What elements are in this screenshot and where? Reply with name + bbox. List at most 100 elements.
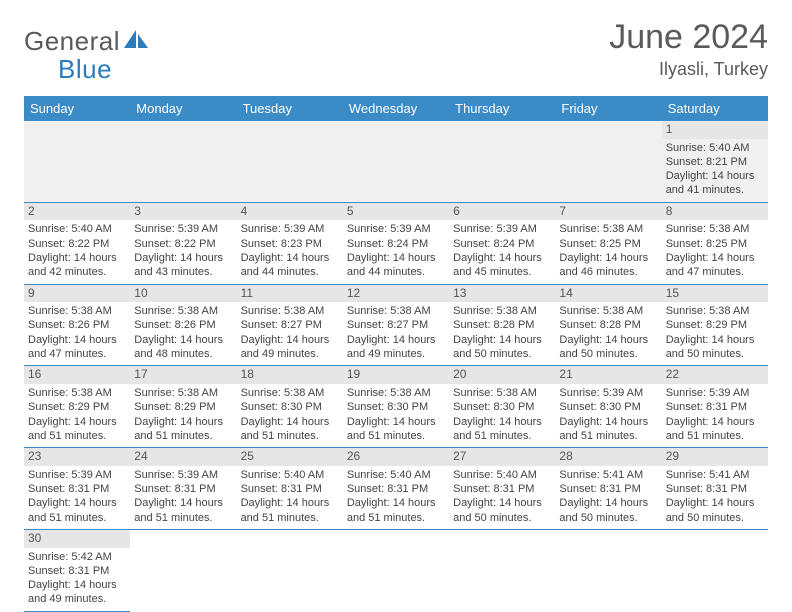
day-number: 29 <box>662 448 768 466</box>
daylight-text: Daylight: 14 hours and 49 minutes. <box>347 333 445 362</box>
sunset-text: Sunset: 8:26 PM <box>134 318 232 332</box>
sunrise-text: Sunrise: 5:38 AM <box>134 386 232 400</box>
sunset-text: Sunset: 8:25 PM <box>666 237 764 251</box>
daylight-text: Daylight: 14 hours and 49 minutes. <box>28 578 126 607</box>
daylight-text: Daylight: 14 hours and 45 minutes. <box>453 251 551 280</box>
sunset-text: Sunset: 8:29 PM <box>666 318 764 332</box>
day-number: 8 <box>662 203 768 221</box>
sunset-text: Sunset: 8:26 PM <box>28 318 126 332</box>
month-title: June 2024 <box>609 18 768 57</box>
empty-cell <box>449 121 555 202</box>
daylight-text: Daylight: 14 hours and 50 minutes. <box>453 496 551 525</box>
daylight-text: Daylight: 14 hours and 44 minutes. <box>241 251 339 280</box>
sunset-text: Sunset: 8:29 PM <box>28 400 126 414</box>
day-cell: 26Sunrise: 5:40 AMSunset: 8:31 PMDayligh… <box>343 448 449 530</box>
daylight-text: Daylight: 14 hours and 51 minutes. <box>28 415 126 444</box>
day-cell: 3Sunrise: 5:39 AMSunset: 8:22 PMDaylight… <box>130 202 236 284</box>
sunrise-text: Sunrise: 5:38 AM <box>241 304 339 318</box>
day-cell: 25Sunrise: 5:40 AMSunset: 8:31 PMDayligh… <box>237 448 343 530</box>
day-cell: 2Sunrise: 5:40 AMSunset: 8:22 PMDaylight… <box>24 202 130 284</box>
day-number: 21 <box>555 366 661 384</box>
day-cell: 5Sunrise: 5:39 AMSunset: 8:24 PMDaylight… <box>343 202 449 284</box>
day-number: 7 <box>555 203 661 221</box>
day-cell: 8Sunrise: 5:38 AMSunset: 8:25 PMDaylight… <box>662 202 768 284</box>
sunset-text: Sunset: 8:24 PM <box>347 237 445 251</box>
day-cell: 20Sunrise: 5:38 AMSunset: 8:30 PMDayligh… <box>449 366 555 448</box>
sunset-text: Sunset: 8:31 PM <box>134 482 232 496</box>
day-cell: 29Sunrise: 5:41 AMSunset: 8:31 PMDayligh… <box>662 448 768 530</box>
sunrise-text: Sunrise: 5:39 AM <box>666 386 764 400</box>
day-number: 19 <box>343 366 449 384</box>
sunrise-text: Sunrise: 5:39 AM <box>241 222 339 236</box>
sunrise-text: Sunrise: 5:38 AM <box>347 386 445 400</box>
sunrise-text: Sunrise: 5:38 AM <box>666 222 764 236</box>
logo: General <box>24 26 150 57</box>
daylight-text: Daylight: 14 hours and 47 minutes. <box>666 251 764 280</box>
day-cell: 17Sunrise: 5:38 AMSunset: 8:29 PMDayligh… <box>130 366 236 448</box>
sunset-text: Sunset: 8:31 PM <box>453 482 551 496</box>
sunrise-text: Sunrise: 5:40 AM <box>28 222 126 236</box>
empty-cell <box>662 529 768 611</box>
sunset-text: Sunset: 8:30 PM <box>559 400 657 414</box>
day-number: 20 <box>449 366 555 384</box>
empty-cell <box>343 529 449 611</box>
daylight-text: Daylight: 14 hours and 50 minutes. <box>666 496 764 525</box>
day-number: 16 <box>24 366 130 384</box>
header: General Blue June 2024 Ilyasli, Turkey <box>24 18 768 90</box>
sunrise-text: Sunrise: 5:39 AM <box>453 222 551 236</box>
daylight-text: Daylight: 14 hours and 51 minutes. <box>666 415 764 444</box>
day-number: 26 <box>343 448 449 466</box>
sunrise-text: Sunrise: 5:40 AM <box>453 468 551 482</box>
sunset-text: Sunset: 8:22 PM <box>28 237 126 251</box>
day-number: 3 <box>130 203 236 221</box>
daylight-text: Daylight: 14 hours and 49 minutes. <box>241 333 339 362</box>
weekday-header: Tuesday <box>237 96 343 121</box>
sunrise-text: Sunrise: 5:39 AM <box>559 386 657 400</box>
daylight-text: Daylight: 14 hours and 51 minutes. <box>241 496 339 525</box>
day-cell: 12Sunrise: 5:38 AMSunset: 8:27 PMDayligh… <box>343 284 449 366</box>
sunset-text: Sunset: 8:21 PM <box>666 155 764 169</box>
sunset-text: Sunset: 8:27 PM <box>347 318 445 332</box>
sunrise-text: Sunrise: 5:38 AM <box>666 304 764 318</box>
day-number: 18 <box>237 366 343 384</box>
weekday-header: Saturday <box>662 96 768 121</box>
daylight-text: Daylight: 14 hours and 43 minutes. <box>134 251 232 280</box>
day-number: 9 <box>24 285 130 303</box>
sunset-text: Sunset: 8:27 PM <box>241 318 339 332</box>
empty-cell <box>555 121 661 202</box>
sunrise-text: Sunrise: 5:38 AM <box>453 304 551 318</box>
sunset-text: Sunset: 8:31 PM <box>666 482 764 496</box>
sunrise-text: Sunrise: 5:38 AM <box>28 304 126 318</box>
day-cell: 6Sunrise: 5:39 AMSunset: 8:24 PMDaylight… <box>449 202 555 284</box>
sunset-text: Sunset: 8:31 PM <box>666 400 764 414</box>
day-cell: 22Sunrise: 5:39 AMSunset: 8:31 PMDayligh… <box>662 366 768 448</box>
day-cell: 15Sunrise: 5:38 AMSunset: 8:29 PMDayligh… <box>662 284 768 366</box>
day-number: 17 <box>130 366 236 384</box>
weekday-header: Wednesday <box>343 96 449 121</box>
day-number: 12 <box>343 285 449 303</box>
day-cell: 24Sunrise: 5:39 AMSunset: 8:31 PMDayligh… <box>130 448 236 530</box>
sunset-text: Sunset: 8:31 PM <box>28 482 126 496</box>
empty-cell <box>237 529 343 611</box>
sunrise-text: Sunrise: 5:42 AM <box>28 550 126 564</box>
logo-text-general: General <box>24 26 120 57</box>
sunset-text: Sunset: 8:31 PM <box>347 482 445 496</box>
day-cell: 1Sunrise: 5:40 AMSunset: 8:21 PMDaylight… <box>662 121 768 202</box>
day-number: 2 <box>24 203 130 221</box>
day-number: 24 <box>130 448 236 466</box>
sunset-text: Sunset: 8:30 PM <box>241 400 339 414</box>
daylight-text: Daylight: 14 hours and 51 minutes. <box>134 415 232 444</box>
day-number: 4 <box>237 203 343 221</box>
sunrise-text: Sunrise: 5:38 AM <box>241 386 339 400</box>
empty-cell <box>555 529 661 611</box>
sunrise-text: Sunrise: 5:38 AM <box>347 304 445 318</box>
calendar-body: 1Sunrise: 5:40 AMSunset: 8:21 PMDaylight… <box>24 121 768 611</box>
weekday-header: Thursday <box>449 96 555 121</box>
day-number: 23 <box>24 448 130 466</box>
sunset-text: Sunset: 8:30 PM <box>347 400 445 414</box>
empty-cell <box>24 121 130 202</box>
daylight-text: Daylight: 14 hours and 42 minutes. <box>28 251 126 280</box>
day-cell: 10Sunrise: 5:38 AMSunset: 8:26 PMDayligh… <box>130 284 236 366</box>
sunrise-text: Sunrise: 5:39 AM <box>28 468 126 482</box>
sunrise-text: Sunrise: 5:38 AM <box>559 222 657 236</box>
